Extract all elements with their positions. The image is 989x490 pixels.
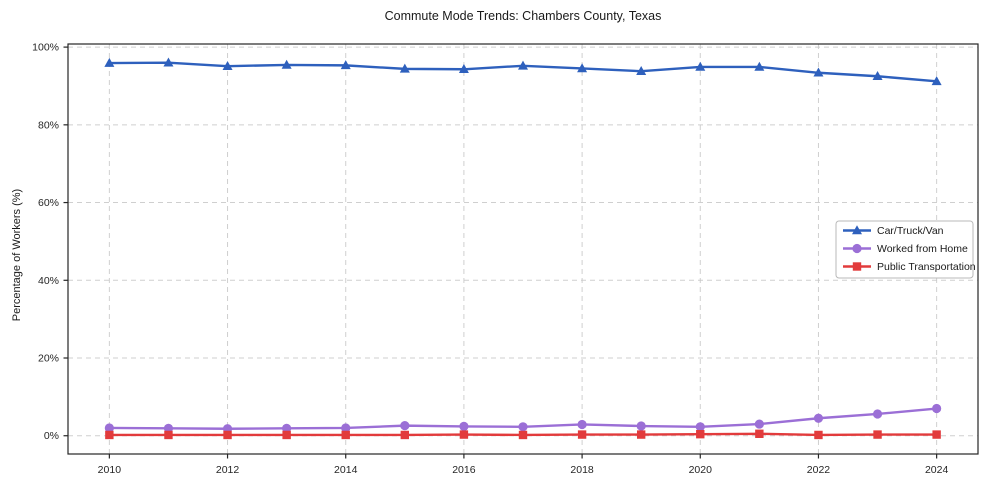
data-point — [695, 61, 706, 71]
y-tick-label: 80% — [38, 119, 59, 131]
data-point — [696, 429, 705, 439]
data-point — [105, 430, 114, 440]
data-point — [164, 430, 173, 440]
x-tick-label: 2022 — [807, 464, 831, 476]
data-point — [400, 421, 410, 431]
data-point — [754, 419, 764, 429]
data-point — [104, 423, 114, 433]
y-tick-label: 100% — [32, 42, 59, 54]
data-point — [518, 60, 528, 70]
data-point — [755, 429, 764, 438]
data-point — [458, 64, 469, 74]
x-tick-label: 2024 — [925, 464, 949, 476]
data-point — [932, 403, 942, 414]
x-tick-label: 2020 — [689, 464, 713, 476]
data-point — [104, 57, 115, 67]
plot-border — [67, 43, 979, 455]
data-point — [577, 63, 588, 73]
x-tick-label: 2016 — [452, 464, 476, 476]
data-point — [163, 57, 174, 67]
x-tick-label: 2012 — [216, 464, 240, 476]
data-point — [223, 430, 232, 440]
data-point — [341, 430, 350, 440]
data-point — [813, 67, 824, 77]
data-point — [459, 430, 469, 439]
data-point — [282, 430, 291, 440]
legend-label: Public Transportation — [877, 261, 976, 273]
data-point — [872, 409, 883, 419]
y-tick-label: 20% — [38, 353, 59, 365]
y-tick-label: 40% — [38, 275, 59, 287]
data-point — [636, 66, 647, 76]
data-point — [340, 60, 351, 70]
legend-label: Car/Truck/Van — [877, 225, 944, 237]
data-point — [400, 430, 410, 440]
data-point — [872, 71, 883, 81]
data-point — [459, 421, 469, 432]
data-point — [577, 430, 587, 439]
data-point — [636, 421, 646, 431]
data-point — [163, 423, 174, 433]
legend-swatch-marker — [852, 225, 862, 235]
data-point — [518, 422, 528, 432]
data-point — [518, 430, 528, 440]
data-point — [813, 413, 824, 423]
data-point — [222, 60, 233, 70]
data-point — [814, 430, 823, 440]
data-point — [281, 59, 292, 69]
data-point — [931, 76, 942, 86]
legend-swatch-marker — [852, 243, 862, 254]
data-point — [341, 423, 351, 433]
x-tick-label: 2010 — [98, 464, 122, 476]
y-tick-label: 0% — [44, 430, 59, 442]
data-point — [695, 422, 705, 432]
data-point — [282, 423, 292, 433]
x-tick-label: 2018 — [570, 464, 594, 476]
data-point — [754, 61, 765, 71]
y-tick-label: 60% — [38, 197, 59, 209]
legend-label: Worked from Home — [877, 243, 968, 255]
legend-box — [835, 220, 974, 279]
data-point — [577, 419, 587, 430]
x-tick-label: 2014 — [334, 464, 358, 476]
data-point — [873, 430, 882, 439]
data-point — [636, 430, 646, 439]
data-point — [932, 430, 941, 439]
data-point — [399, 63, 410, 73]
chart-title: Commute Mode Trends: Chambers County, Te… — [384, 9, 662, 23]
legend-swatch-marker — [852, 262, 862, 271]
